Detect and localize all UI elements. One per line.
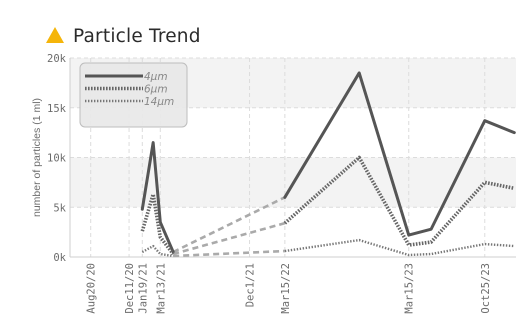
series-gap-connector [172,221,286,256]
legend-label: 4μm [144,71,168,83]
series-line-2 [284,238,515,257]
warning-triangle-icon [46,27,64,43]
series-line-2 [141,244,174,258]
y-tick-label: 20k [47,53,67,65]
axis-layer: 0k 5k 10k 15k 20k Aug20/20 Dec11/20 Jan19/21 Mar… [31,53,516,314]
y-tick-label: 5k [53,202,66,214]
chart-title: Particle Trend [73,25,201,47]
y-tick-label: 0k [53,252,66,264]
x-tick-label: Dec11/20 [124,263,136,314]
x-tick-label: Mar15/23 [404,263,416,314]
series-layer [140,71,516,258]
legend-label: 14μm [144,96,174,108]
series-gap-connector [173,249,285,258]
x-tick-label: Dec1/21 [245,263,257,307]
series-line-0 [283,71,516,237]
series-gap-connector [172,196,286,254]
x-tick-label: Jan19/21 [137,263,149,314]
x-tick-label: Oct25/23 [480,263,492,314]
y-axis-label: number of particles (1 ml) [31,98,43,217]
x-tick-label: Mar13/21 [155,263,167,314]
x-tick-label: Aug20/20 [86,263,98,314]
y-tick-label: 15k [47,103,67,115]
y-tick-label: 10k [47,153,67,165]
legend-box [79,62,188,128]
x-tick-label: Mar15/22 [280,263,292,314]
legend-label: 6μm [144,84,168,96]
chart-header: Particle Trend [46,24,201,48]
series-line-1 [283,155,515,247]
series-line-1 [140,192,175,256]
series-line-0 [140,141,175,254]
